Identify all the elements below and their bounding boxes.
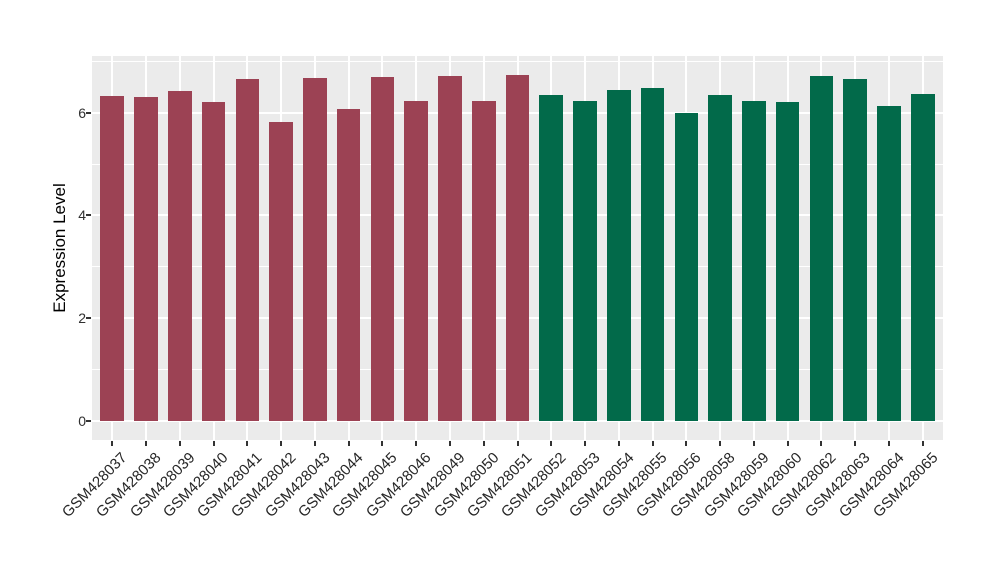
bar-GSM428038 — [134, 96, 158, 421]
x-tick-mark-GSM428041 — [246, 441, 249, 446]
x-tick-mark-GSM428052 — [550, 441, 553, 446]
bar-GSM428064 — [877, 106, 901, 421]
bar-GSM428046 — [404, 100, 428, 421]
x-tick-mark-GSM428051 — [516, 441, 519, 446]
x-tick-mark-GSM428065 — [921, 441, 924, 446]
y-tick-label-0: 0 — [78, 413, 86, 429]
x-tick-mark-GSM428037 — [111, 441, 114, 446]
y-tick-mark-0 — [86, 420, 91, 422]
y-tick-label-6: 6 — [78, 104, 86, 121]
bar-GSM428037 — [100, 95, 125, 421]
y-tick-label-2: 2 — [78, 310, 86, 327]
x-tick-mark-GSM428038 — [145, 441, 148, 446]
bar-GSM428052 — [539, 95, 564, 421]
y-tick-label-4: 4 — [78, 207, 86, 224]
bar-GSM428055 — [640, 87, 665, 421]
y-axis-title: Expression Level — [50, 183, 69, 313]
bar-GSM428041 — [235, 79, 260, 421]
plot-panel — [92, 56, 943, 440]
x-tick-mark-GSM428056 — [685, 441, 688, 446]
x-tick-mark-GSM428053 — [584, 441, 587, 446]
bar-GSM428042 — [269, 121, 293, 421]
x-tick-mark-GSM428058 — [719, 441, 722, 446]
bar-GSM428063 — [843, 78, 867, 421]
x-tick-mark-GSM428055 — [651, 441, 654, 446]
x-tick-mark-GSM428040 — [212, 441, 215, 446]
bar-GSM428039 — [168, 91, 192, 421]
x-tick-mark-GSM428046 — [415, 441, 418, 446]
x-tick-mark-GSM428060 — [786, 441, 789, 446]
x-tick-mark-GSM428045 — [381, 441, 384, 446]
bar-GSM428044 — [336, 109, 361, 421]
x-tick-mark-GSM428043 — [313, 441, 316, 446]
bar-GSM428056 — [674, 113, 699, 421]
x-tick-mark-GSM428064 — [887, 441, 890, 446]
bar-GSM428049 — [438, 75, 462, 421]
bar-GSM428043 — [303, 78, 327, 421]
x-tick-mark-GSM428050 — [482, 441, 485, 446]
bar-GSM428051 — [505, 74, 530, 421]
bar-GSM428050 — [471, 100, 496, 421]
y-tick-mark-6 — [86, 111, 91, 114]
bar-GSM428040 — [201, 102, 226, 421]
bar-GSM428065 — [910, 94, 935, 421]
bar-GSM428045 — [370, 76, 395, 421]
bar-GSM428053 — [573, 100, 597, 421]
bar-GSM428054 — [607, 89, 631, 421]
x-tick-mark-GSM428044 — [347, 441, 350, 446]
y-tick-mark-4 — [86, 214, 91, 217]
bar-GSM428058 — [708, 95, 732, 421]
x-tick-mark-GSM428063 — [854, 441, 857, 446]
bar-GSM428062 — [809, 76, 834, 421]
x-tick-mark-GSM428039 — [178, 441, 181, 446]
x-tick-mark-GSM428042 — [280, 441, 283, 446]
bar-GSM428060 — [775, 102, 800, 421]
x-tick-mark-GSM428054 — [617, 441, 620, 446]
x-tick-mark-GSM428059 — [752, 441, 755, 446]
x-tick-mark-GSM428049 — [448, 441, 451, 446]
y-tick-mark-2 — [86, 317, 91, 320]
x-tick-mark-GSM428062 — [820, 441, 823, 446]
bar-GSM428059 — [742, 101, 766, 421]
